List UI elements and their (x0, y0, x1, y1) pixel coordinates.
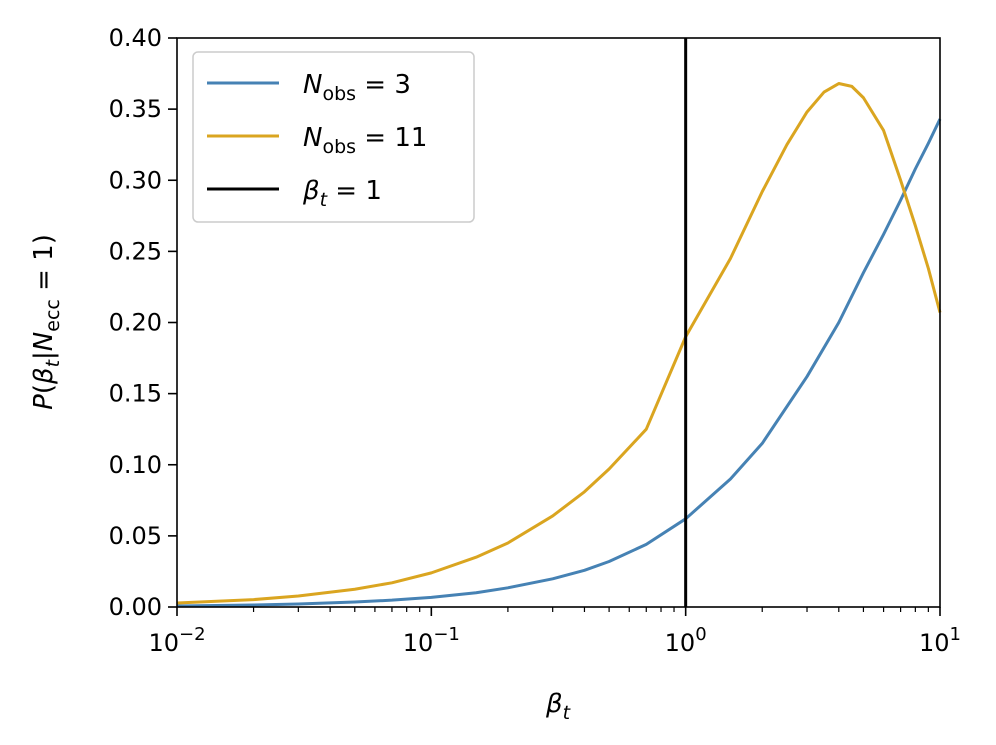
legend: Nobs = 3 Nobs = 11 βt = 1 (192, 51, 475, 223)
y-axis-label: P(βt|Necc = 1) (29, 234, 64, 410)
y-tick-label-8: 0.40 (109, 24, 162, 52)
legend-box (192, 51, 475, 223)
y-tick-label-7: 0.35 (109, 95, 162, 123)
y-tick-label-3: 0.15 (109, 380, 162, 408)
legend-label-beta-line: βt = 1 (302, 176, 382, 211)
legend-label-nobs-3: Nobs = 3 (303, 70, 411, 105)
y-tick-label-2: 0.10 (109, 451, 162, 479)
y-tick-label-4: 0.20 (109, 309, 162, 337)
series-line-1 (176, 82, 942, 605)
y-tick-label-1: 0.05 (109, 522, 162, 550)
series-layer (176, 38, 942, 608)
legend-label-nobs-11: Nobs = 11 (303, 123, 427, 158)
y-axis: 0.00 0.05 0.10 0.15 0.20 0.25 0.30 0.35 0.40 (109, 24, 177, 621)
series-line-0 (176, 118, 942, 608)
y-tick-label-0: 0.00 (109, 593, 162, 621)
y-tick-label-5: 0.25 (109, 237, 162, 265)
y-tick-label-6: 0.30 (109, 166, 162, 194)
